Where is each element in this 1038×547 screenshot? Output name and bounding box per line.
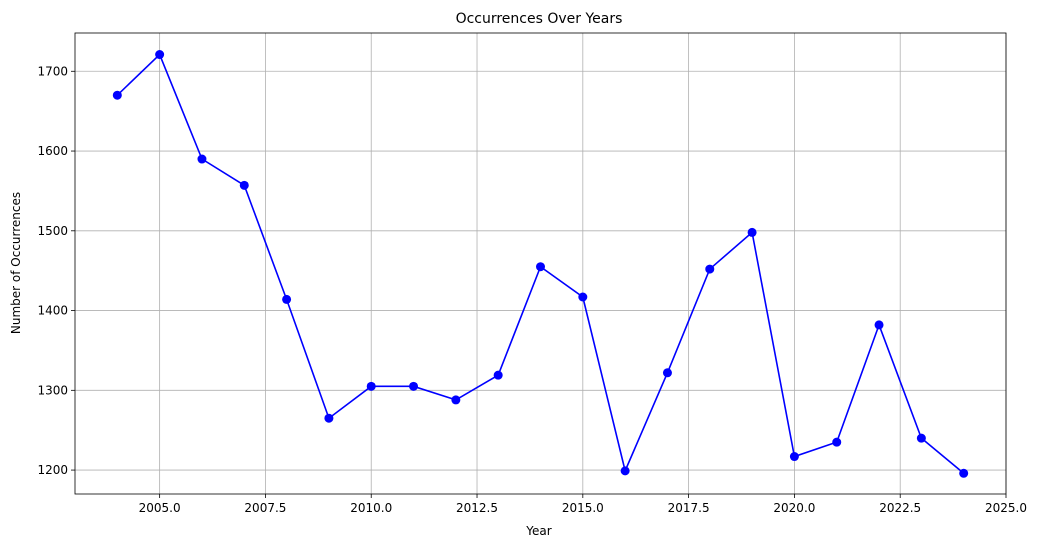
data-point [916, 433, 926, 443]
data-point [789, 452, 799, 462]
data-point [874, 320, 884, 330]
y-tick-label: 1200 [37, 463, 68, 477]
x-axis-ticks: 2005.0 2007.5 2010.0 2012.5 2015.0 2017.5 2020… [139, 494, 1027, 515]
data-point [959, 468, 969, 478]
data-point [705, 264, 715, 274]
plot-frame [74, 32, 1007, 495]
data-point [282, 294, 292, 304]
series-occurrences [112, 50, 969, 478]
y-tick-label: 1300 [37, 383, 68, 397]
data-point [747, 227, 757, 237]
data-point [112, 90, 122, 100]
y-axis-ticks: 1200 1300 1400 1500 1600 1700 [37, 64, 75, 477]
y-tick-label: 1400 [37, 304, 68, 318]
data-point [578, 292, 588, 302]
data-point [662, 368, 672, 378]
data-point [197, 154, 207, 164]
data-point [451, 395, 461, 405]
x-tick-label: 2022.5 [879, 501, 921, 515]
y-tick-label: 1700 [37, 64, 68, 78]
data-point [366, 381, 376, 391]
x-tick-label: 2020.0 [773, 501, 815, 515]
y-tick-label: 1600 [37, 144, 68, 158]
x-tick-label: 2025.0 [985, 501, 1027, 515]
x-tick-label: 2012.5 [456, 501, 498, 515]
y-tick-label: 1500 [37, 224, 68, 238]
grid [75, 33, 1007, 494]
data-point [620, 466, 630, 476]
data-point [324, 413, 334, 423]
x-tick-label: 2007.5 [244, 501, 286, 515]
data-point [239, 180, 249, 190]
data-point [493, 370, 503, 380]
x-tick-label: 2017.5 [668, 501, 710, 515]
data-point [832, 437, 842, 447]
chart-title: Occurrences Over Years [456, 11, 623, 27]
x-axis-label: Year [525, 524, 551, 538]
data-point [536, 262, 545, 272]
data-point [409, 381, 419, 391]
data-point [155, 50, 165, 60]
y-axis-label: Number of Occurrences [9, 192, 23, 334]
x-tick-label: 2010.0 [350, 501, 392, 515]
x-tick-label: 2015.0 [562, 501, 604, 515]
x-tick-label: 2005.0 [139, 501, 181, 515]
